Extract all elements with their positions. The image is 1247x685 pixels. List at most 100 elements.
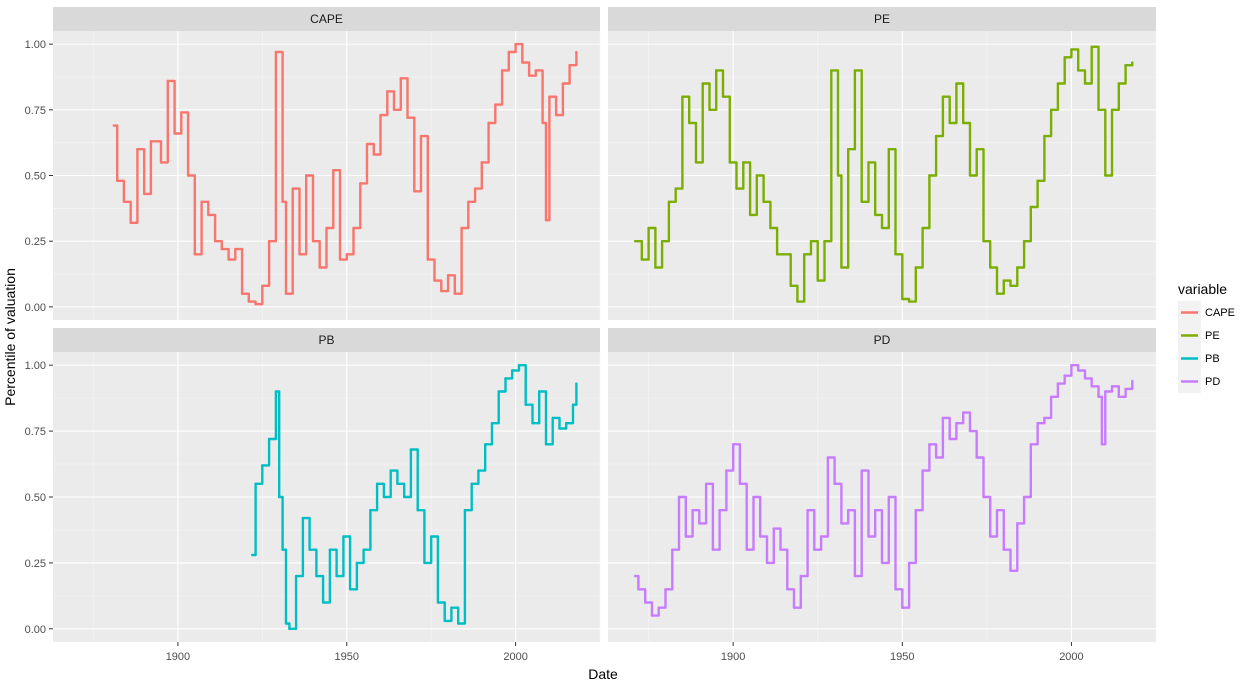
data-point (742, 161, 745, 164)
data-point (995, 292, 999, 295)
data-point (524, 403, 527, 406)
data-point (901, 297, 904, 301)
data-point (446, 274, 450, 277)
data-point (284, 292, 288, 295)
data-point (745, 548, 748, 551)
data-point (180, 111, 183, 114)
data-point (1100, 443, 1104, 446)
data-point (664, 588, 667, 591)
data-point (494, 103, 497, 106)
data-point (799, 574, 803, 578)
x-axis-ticks: 1900 1950 2000 1900 1950 2000 (166, 642, 1084, 663)
data-point (261, 284, 264, 288)
data-point (480, 161, 484, 164)
x-tick-label: 2000 (503, 651, 527, 663)
data-point (345, 253, 348, 256)
data-point (813, 548, 816, 551)
data-point (830, 69, 833, 72)
data-point (561, 82, 565, 85)
data-point (294, 574, 298, 578)
data-point (860, 469, 863, 472)
data-point (413, 190, 416, 193)
data-point (995, 508, 999, 512)
data-point (463, 508, 467, 512)
data-point (1097, 108, 1100, 112)
legend-title: variable (1178, 281, 1227, 297)
facet-strip-label: PE (874, 12, 890, 26)
data-point (867, 161, 870, 164)
data-point (261, 464, 264, 467)
data-point (711, 548, 715, 551)
data-point (1124, 63, 1127, 67)
data-point (149, 140, 153, 143)
data-point (846, 148, 850, 151)
data-point (928, 174, 931, 177)
data-point (284, 622, 288, 625)
data-point (1043, 416, 1046, 420)
series-line-pb (252, 364, 578, 630)
data-point (731, 443, 735, 446)
data-point (558, 427, 561, 430)
facet-panel-cape: CAPE (53, 7, 601, 320)
y-tick-label: 1.00 (25, 360, 46, 372)
data-point (355, 561, 359, 565)
data-point (1049, 395, 1053, 399)
legend: variable CAPE PE PB PD (1178, 281, 1235, 393)
data-point (507, 50, 511, 54)
data-point (352, 226, 355, 230)
data-point (836, 174, 840, 177)
data-point (423, 561, 426, 565)
data-point (968, 174, 972, 177)
data-point (375, 482, 379, 486)
data-point (880, 561, 884, 565)
data-point (267, 437, 271, 441)
data-point (129, 221, 132, 224)
y-axis-title: Percentile of valuation (2, 268, 18, 406)
data-point (308, 548, 311, 551)
data-point (399, 77, 402, 80)
data-point (1104, 390, 1107, 393)
data-point (921, 469, 924, 472)
data-point (769, 226, 772, 230)
data-point (961, 411, 965, 414)
data-point (538, 390, 541, 393)
data-point (554, 113, 558, 117)
data-point (894, 253, 897, 256)
data-point (894, 588, 897, 591)
data-point (1063, 56, 1066, 59)
data-point (207, 213, 210, 217)
legend-label-pe: PE (1205, 330, 1220, 342)
data-point (315, 574, 318, 578)
data-point (409, 448, 413, 451)
y-tick-label: 0.75 (25, 426, 46, 438)
data-point (392, 108, 396, 112)
data-point (548, 95, 551, 98)
legend-label-cape: CAPE (1205, 307, 1235, 319)
data-point (955, 421, 958, 425)
data-point (792, 606, 796, 609)
data-point (571, 403, 575, 406)
data-point (1036, 179, 1039, 182)
data-point (281, 200, 284, 203)
data-point (880, 226, 884, 230)
legend-label-pd: PD (1205, 376, 1220, 388)
data-point (684, 535, 688, 538)
data-point (860, 200, 863, 203)
data-point (433, 279, 436, 282)
data-point (365, 142, 369, 146)
facet-panels: CAPE PE PB PD (53, 7, 1157, 642)
data-point (389, 469, 392, 472)
data-point (406, 116, 409, 119)
data-point (240, 292, 244, 295)
data-point (288, 627, 291, 631)
data-point (372, 153, 375, 156)
facet-panel-pb: PB (53, 328, 601, 642)
x-tick-label: 2000 (1059, 651, 1083, 663)
data-point (534, 69, 538, 72)
data-point (633, 239, 637, 243)
data-point (1110, 385, 1114, 388)
data-point (867, 535, 870, 538)
data-point (338, 258, 342, 261)
data-point (934, 134, 938, 138)
data-point (362, 548, 365, 551)
